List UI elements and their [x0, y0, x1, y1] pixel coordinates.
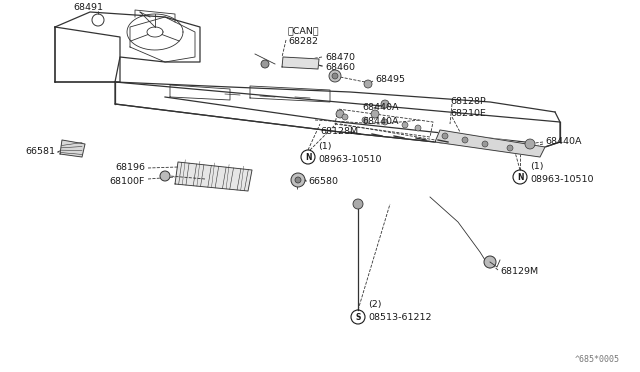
Text: 68460: 68460 [325, 62, 355, 71]
Text: (1): (1) [318, 142, 332, 151]
Text: 68210E: 68210E [450, 109, 486, 119]
Circle shape [462, 137, 468, 143]
Text: N: N [516, 173, 524, 182]
Text: (2): (2) [368, 301, 381, 310]
Polygon shape [282, 57, 319, 69]
Circle shape [482, 141, 488, 147]
Text: 66581: 66581 [25, 148, 55, 157]
Polygon shape [175, 162, 252, 191]
Text: (1): (1) [530, 163, 543, 171]
Text: S: S [355, 312, 361, 321]
Text: N: N [305, 153, 311, 161]
Circle shape [381, 100, 389, 108]
Text: 08513-61212: 08513-61212 [368, 312, 431, 321]
Text: 68495: 68495 [375, 76, 405, 84]
Polygon shape [60, 140, 85, 157]
Circle shape [362, 117, 368, 123]
Circle shape [364, 80, 372, 88]
Text: 68100F: 68100F [109, 177, 145, 186]
Circle shape [415, 125, 421, 131]
Circle shape [484, 256, 496, 268]
Text: 66580: 66580 [308, 177, 338, 186]
Circle shape [160, 171, 170, 181]
Text: 08963-10510: 08963-10510 [530, 174, 593, 183]
Text: 68440A: 68440A [545, 138, 582, 147]
Circle shape [332, 73, 338, 79]
Circle shape [353, 199, 363, 209]
Text: 68128M: 68128M [320, 128, 358, 137]
Circle shape [291, 173, 305, 187]
Circle shape [507, 145, 513, 151]
Polygon shape [435, 130, 545, 157]
Text: 08963-10510: 08963-10510 [318, 154, 381, 164]
Circle shape [329, 70, 341, 82]
Circle shape [261, 60, 269, 68]
Circle shape [371, 110, 379, 118]
Circle shape [295, 177, 301, 183]
Text: 68470: 68470 [325, 52, 355, 61]
Text: 68128P: 68128P [450, 97, 486, 106]
Circle shape [382, 119, 388, 125]
Circle shape [442, 133, 448, 139]
Text: 68129M: 68129M [500, 267, 538, 276]
Circle shape [336, 110, 344, 118]
Circle shape [402, 122, 408, 128]
Circle shape [525, 139, 535, 149]
Circle shape [342, 114, 348, 120]
Text: 〈CAN〉: 〈CAN〉 [288, 26, 319, 35]
Text: 68440A: 68440A [362, 118, 399, 126]
Text: 68491: 68491 [73, 3, 103, 12]
Text: 68282: 68282 [288, 38, 318, 46]
Text: 68440A: 68440A [362, 103, 399, 112]
Text: 68196: 68196 [115, 164, 145, 173]
Text: ^685*0005: ^685*0005 [575, 355, 620, 364]
